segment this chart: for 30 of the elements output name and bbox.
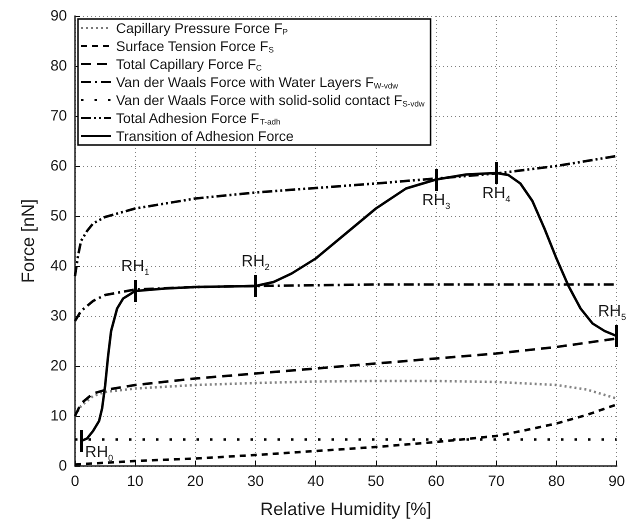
y-tick-label: 50 (50, 208, 67, 224)
x-tick-label: 70 (488, 473, 505, 490)
x-tick-label: 30 (247, 473, 264, 490)
annotation: RH$_{2}$ (242, 253, 270, 272)
y-tick-label: 90 (50, 8, 67, 24)
line-series (74, 380, 618, 418)
y-tick-label: 80 (50, 58, 67, 74)
legend-label: Transition of Adhesion Force (116, 128, 294, 144)
annotation: RH$_{0}$ (85, 444, 114, 464)
annotation: RH$_{4}$ (482, 185, 510, 204)
y-tick-label: 0 (58, 458, 67, 474)
x-axis-title: Relative Humidity [%] (260, 499, 432, 519)
annotation: RH$_{3}$ (422, 192, 450, 211)
y-tick-label: 10 (50, 408, 67, 424)
x-tick-label: 90 (608, 473, 625, 490)
x-tick-label: 0 (70, 473, 80, 490)
x-tick-label: 80 (548, 473, 565, 490)
x-tick-label: 40 (307, 473, 324, 490)
x-tick-label: 10 (126, 473, 144, 490)
annotation: RH$_{1}$ (121, 258, 150, 278)
y-tick-label: 30 (50, 308, 67, 324)
y-tick-label: 70 (50, 108, 67, 124)
annotation: RH$_{5}$ (598, 303, 626, 322)
x-tick-label: 60 (428, 473, 444, 490)
x-tick-label: 20 (187, 473, 204, 490)
y-tick-label: 40 (50, 258, 67, 274)
y-axis-title: Force [nN] (18, 198, 38, 284)
x-tick-label: 50 (368, 473, 384, 490)
y-tick-label: 20 (50, 358, 67, 374)
y-tick-label: 60 (50, 158, 67, 174)
